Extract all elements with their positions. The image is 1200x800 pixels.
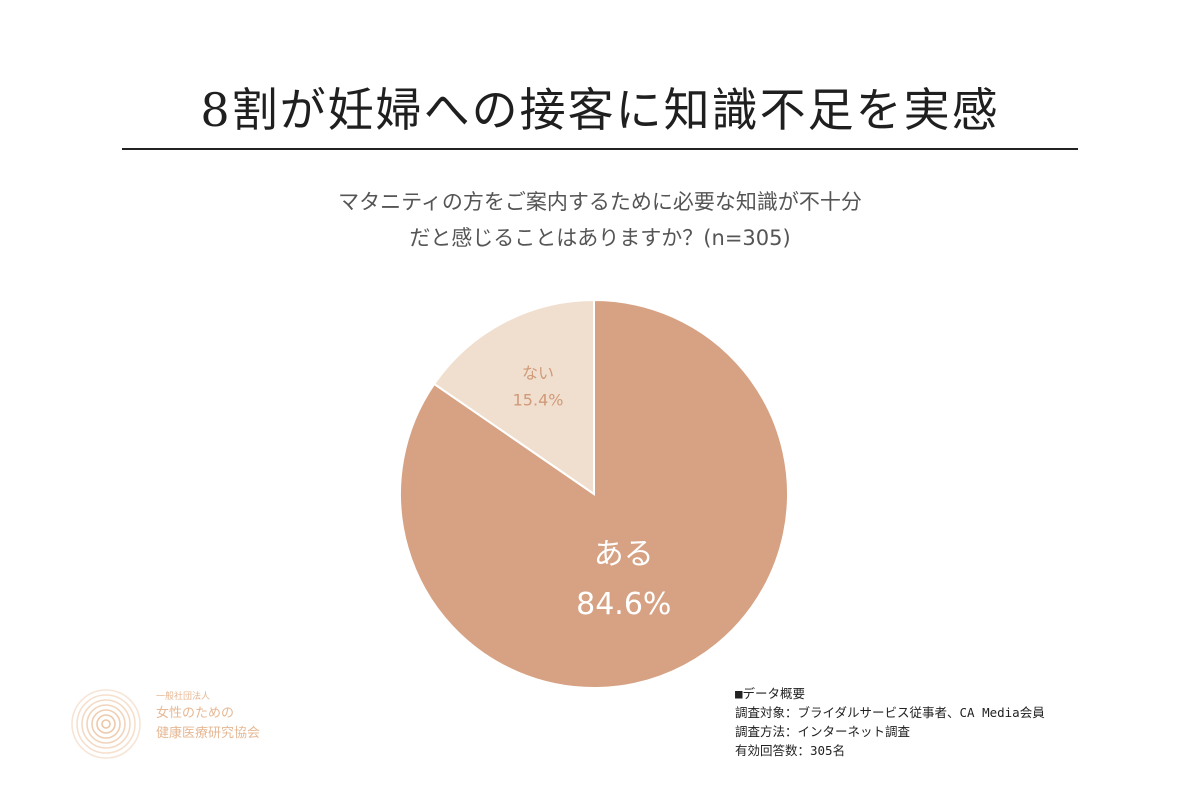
chart-subtitle: マタニティの方をご案内するために必要な知識が不十分 だと感じることはありますか？… <box>0 184 1200 256</box>
pie-slice-2 <box>432 298 595 496</box>
pie-slice-label: ない <box>522 364 554 383</box>
chart-subtitle-line-2: だと感じることはありますか？(n=305) <box>409 226 791 250</box>
data-summary-line: 調査方法：インターネット調査 <box>735 724 911 739</box>
data-summary-line: 調査対象：ブライダルサービス従事者、CA Media会員 <box>735 705 1045 720</box>
page-title: 8割が妊婦への接客に知識不足を実感 <box>200 83 1000 137</box>
pie-slice-1 <box>399 298 789 689</box>
data-summary-heading: ■データ概要 <box>735 686 806 701</box>
chart-subtitle-line-1: マタニティの方をご案内するために必要な知識が不十分 <box>338 190 862 214</box>
title-underline <box>122 148 1078 150</box>
association-logo: 一般社団法人 女性のための 健康医療研究協会 <box>70 686 310 762</box>
pie-slice-label: ある <box>594 537 654 572</box>
data-summary-line: 有効回答数：305名 <box>735 743 846 758</box>
pie-slice-value: 84.6% <box>576 587 671 622</box>
logo-text-line-1: 一般社団法人 <box>156 692 211 702</box>
logo-text-line-3: 健康医療研究協会 <box>156 726 261 741</box>
logo-text-line-2: 女性のための <box>156 706 235 721</box>
logo-rings-icon <box>71 689 141 759</box>
pie-slice-value: 15.4% <box>513 391 564 410</box>
data-summary: ■データ概要 調査対象：ブライダルサービス従事者、CA Media会員 調査方法… <box>735 684 1045 760</box>
